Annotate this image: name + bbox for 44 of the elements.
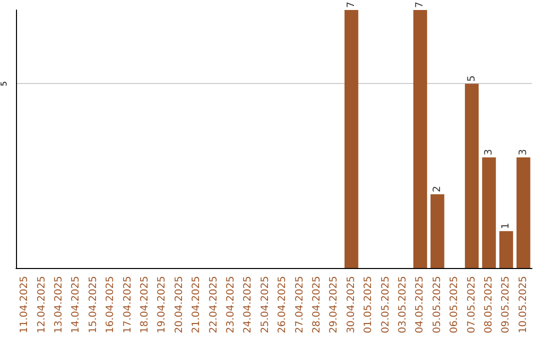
- data-label: 3: [484, 149, 494, 156]
- x-tick-label: 25.04.2025: [260, 276, 271, 334]
- bar: [482, 157, 496, 268]
- x-tick-label: 08.05.2025: [484, 276, 494, 334]
- x-tick-label: 27.04.2025: [294, 276, 306, 334]
- x-tick-label: 17.04.2025: [122, 276, 134, 334]
- x-tick-label: 01.05.2025: [363, 276, 374, 334]
- x-tick-label: 11.04.2025: [19, 276, 30, 334]
- x-tick-label: 23.04.2025: [226, 276, 236, 334]
- x-tick-label: 26.04.2025: [277, 276, 288, 334]
- x-tick-label: 10.05.2025: [518, 276, 529, 334]
- x-tick-label: 04.05.2025: [414, 276, 426, 334]
- data-label: 7: [414, 2, 426, 8]
- bar: [344, 10, 358, 268]
- x-tick-label: 03.05.2025: [398, 276, 408, 334]
- bar: [430, 194, 444, 268]
- x-tick-label: 07.05.2025: [466, 276, 478, 334]
- x-tick-label: 29.04.2025: [328, 276, 340, 334]
- bar: [499, 231, 514, 268]
- x-tick-label: 09.05.2025: [500, 276, 512, 334]
- x-tick-label: 13.04.2025: [54, 276, 64, 334]
- x-tick-label: 28.04.2025: [312, 276, 322, 334]
- x-tick-label: 05.05.2025: [432, 276, 443, 334]
- bar: [413, 10, 428, 268]
- data-label: 1: [500, 222, 512, 230]
- bar: [464, 84, 479, 268]
- x-tick-label: 22.04.2025: [208, 276, 220, 334]
- x-tick-label: 21.04.2025: [191, 276, 202, 334]
- x-tick-label: 18.04.2025: [140, 276, 150, 334]
- x-tick-label: 12.04.2025: [36, 276, 48, 334]
- bar: [516, 157, 530, 268]
- x-tick-label: 20.04.2025: [174, 276, 185, 334]
- x-tick-label: 30.04.2025: [346, 276, 357, 334]
- x-tick-label: 24.04.2025: [242, 276, 254, 334]
- data-label: 2: [432, 186, 443, 192]
- data-label: 5: [466, 75, 478, 82]
- x-tick-label: 02.05.2025: [380, 276, 392, 334]
- x-tick-label: 06.05.2025: [449, 276, 460, 334]
- data-label: 7: [346, 2, 357, 8]
- x-tick-label: 14.04.2025: [70, 276, 82, 334]
- data-label: 3: [518, 149, 529, 156]
- x-tick-label: 16.04.2025: [105, 276, 116, 334]
- x-tick-label: 15.04.2025: [88, 276, 99, 334]
- x-tick-label: 19.04.2025: [156, 276, 168, 334]
